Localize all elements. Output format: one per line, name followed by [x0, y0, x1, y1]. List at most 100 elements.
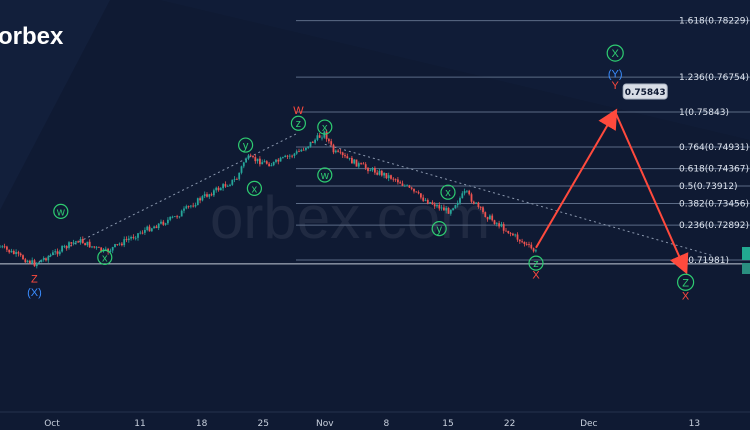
candle-body [311, 141, 314, 143]
candle-body [321, 137, 323, 139]
candle-body [493, 220, 496, 225]
projection-arrow [614, 111, 689, 275]
candle-body [196, 198, 199, 206]
candle-body [164, 223, 167, 225]
projection-arrows [535, 108, 689, 275]
candle-body [3, 246, 6, 248]
candle-body [314, 139, 316, 143]
candle-body [104, 248, 107, 250]
candle-body [288, 155, 291, 157]
candle-body [167, 219, 169, 224]
candle-body [252, 155, 254, 158]
candle-body [180, 210, 183, 217]
fib-label: 0.618(0.74367) [679, 165, 749, 175]
candle-body [505, 230, 507, 232]
candle-body [238, 172, 241, 180]
candle-body [309, 141, 312, 147]
candle-body [1, 246, 4, 248]
candle-body [394, 179, 397, 181]
x-tick-label: Nov [316, 419, 334, 429]
wave-label: z [533, 258, 539, 270]
wave-circle [440, 184, 456, 200]
candle-body [298, 151, 300, 153]
wave-circle [317, 119, 333, 135]
x-tick-label: 18 [196, 419, 208, 429]
candle-body [240, 166, 243, 173]
candle-body [305, 147, 307, 150]
candle-body [374, 167, 376, 173]
candle-body [362, 163, 365, 165]
candle-body [367, 167, 369, 172]
candle-body [378, 170, 381, 175]
wave-label: (X) [27, 287, 42, 299]
candle-body [215, 187, 218, 191]
candle-body [33, 260, 36, 267]
candle-body [254, 157, 257, 162]
candle-body [224, 184, 227, 187]
wave-label: x [102, 252, 108, 264]
candle-body [509, 233, 512, 234]
candle-body [171, 216, 174, 218]
candle-body [286, 155, 289, 157]
trendline [34, 132, 299, 265]
x-tick-label: 22 [504, 419, 515, 429]
candle-body [233, 179, 236, 180]
candle-body [259, 158, 261, 165]
candle-body [484, 212, 487, 218]
target-price-label: 0.75843 [625, 88, 666, 98]
candle-body [282, 157, 284, 158]
candle-body [390, 175, 392, 179]
candle-body [22, 255, 24, 260]
candle-body [132, 236, 135, 238]
fib-label: 1.618(0.78229) [679, 17, 749, 27]
candle-body [357, 163, 360, 167]
candle-body [277, 159, 280, 162]
candle-body [530, 244, 533, 249]
wave-label: X [682, 291, 690, 303]
candle-body [438, 204, 441, 209]
candle-body [401, 183, 404, 186]
candle-body [461, 193, 464, 199]
candle-body [190, 205, 192, 207]
candle-body [38, 262, 40, 264]
candle-body [328, 139, 330, 142]
candle-body [525, 244, 528, 245]
candle-body [213, 190, 215, 196]
wave-label: y [243, 140, 249, 152]
candle-body [275, 159, 277, 162]
candle-body [498, 223, 500, 227]
candle-body [107, 248, 109, 252]
candle-body [424, 199, 427, 201]
candle-body [399, 182, 402, 184]
wave-label: w [320, 170, 329, 182]
candle-body [229, 184, 231, 186]
target-callout: 0.75843 [622, 83, 668, 100]
candle-body [187, 206, 190, 208]
candle-body [192, 205, 195, 207]
candle-body [81, 239, 84, 244]
projection-arrow [535, 108, 618, 249]
candle-body [332, 144, 335, 153]
fib-label: 0(0.71981) [679, 256, 729, 266]
wave-circle [606, 44, 624, 62]
background-wedge [55, 0, 750, 140]
wave-label: X [532, 270, 540, 282]
candle-body [433, 204, 436, 207]
candle-body [417, 192, 420, 194]
wave-circle [53, 203, 69, 219]
candle-body [100, 247, 103, 252]
candle-body [61, 246, 63, 252]
fib-label: 0.382(0.73456) [679, 199, 749, 209]
candle-body [231, 179, 234, 185]
candle-body [155, 226, 158, 229]
candle-body [150, 228, 153, 232]
candle-body [245, 158, 247, 163]
candle-body [440, 207, 443, 209]
x-tick-label: 11 [134, 419, 145, 429]
wave-label: x [445, 187, 451, 199]
candle-body [463, 191, 466, 194]
candle-body [300, 149, 303, 152]
candle-body [364, 164, 367, 168]
candle-body [521, 241, 523, 243]
